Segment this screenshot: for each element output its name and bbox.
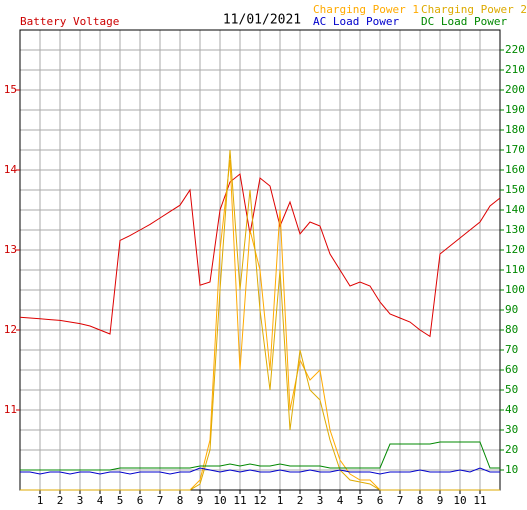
y2-tick-label: 140 xyxy=(505,203,525,216)
legend-entry: Charging Power 1 xyxy=(313,3,419,16)
y2-tick-label: 160 xyxy=(505,163,525,176)
x-tick-label: 10 xyxy=(453,494,466,507)
x-tick-label: 2 xyxy=(57,494,64,507)
x-tick-label: 1 xyxy=(37,494,44,507)
y2-tick-label: 150 xyxy=(505,183,525,196)
y-tick-label: 13 xyxy=(4,243,17,256)
x-tick-label: 3 xyxy=(77,494,84,507)
y2-tick-label: 170 xyxy=(505,143,525,156)
y-tick-label: 11 xyxy=(4,403,17,416)
y2-tick-label: 30 xyxy=(505,423,518,436)
y2-tick-label: 130 xyxy=(505,223,525,236)
legend-entry: Charging Power 2 xyxy=(421,3,527,16)
y2-tick-label: 80 xyxy=(505,323,518,336)
series-line xyxy=(19,173,501,338)
x-tick-label: 5 xyxy=(117,494,124,507)
y2-tick-label: 110 xyxy=(505,263,525,276)
legend-entry: DC Load Power xyxy=(421,15,507,28)
x-tick-label: 2 xyxy=(297,494,304,507)
x-tick-label: 10 xyxy=(213,494,226,507)
x-tick-label: 7 xyxy=(157,494,164,507)
x-tick-label: 1 xyxy=(277,494,284,507)
y2-tick-label: 220 xyxy=(505,43,525,56)
y2-tick-label: 70 xyxy=(505,343,518,356)
x-tick-label: 8 xyxy=(177,494,184,507)
y2-tick-label: 10 xyxy=(505,463,518,476)
x-tick-label: 3 xyxy=(317,494,324,507)
x-tick-label: 12 xyxy=(253,494,266,507)
x-tick-label: 11 xyxy=(473,494,486,507)
y2-tick-label: 60 xyxy=(505,363,518,376)
y2-tick-label: 120 xyxy=(505,243,525,256)
x-tick-label: 9 xyxy=(197,494,204,507)
y-axis-title: Battery Voltage xyxy=(20,15,119,28)
x-tick-label: 5 xyxy=(357,494,364,507)
x-tick-label: 4 xyxy=(97,494,104,507)
series-line xyxy=(20,149,500,491)
series-line xyxy=(20,441,500,471)
y2-tick-label: 210 xyxy=(505,63,525,76)
y2-tick-label: 100 xyxy=(505,283,525,296)
x-tick-label: 11 xyxy=(233,494,246,507)
y2-tick-label: 20 xyxy=(505,443,518,456)
x-tick-label: 6 xyxy=(377,494,384,507)
x-tick-label: 6 xyxy=(137,494,144,507)
series-line xyxy=(20,467,500,475)
legend-entry: AC Load Power xyxy=(313,15,399,28)
y2-tick-label: 90 xyxy=(505,303,518,316)
x-tick-label: 7 xyxy=(397,494,404,507)
y-tick-label: 15 xyxy=(4,83,17,96)
x-tick-label: 9 xyxy=(437,494,444,507)
y-tick-label: 12 xyxy=(4,323,17,336)
x-tick-label: 4 xyxy=(337,494,344,507)
y2-tick-label: 190 xyxy=(505,103,525,116)
y2-tick-label: 200 xyxy=(505,83,525,96)
y2-tick-label: 180 xyxy=(505,123,525,136)
y2-tick-label: 40 xyxy=(505,403,518,416)
x-tick-label: 8 xyxy=(417,494,424,507)
chart-title: 11/01/2021 xyxy=(223,13,301,28)
y-tick-label: 14 xyxy=(4,163,18,176)
y2-tick-label: 50 xyxy=(505,383,518,396)
